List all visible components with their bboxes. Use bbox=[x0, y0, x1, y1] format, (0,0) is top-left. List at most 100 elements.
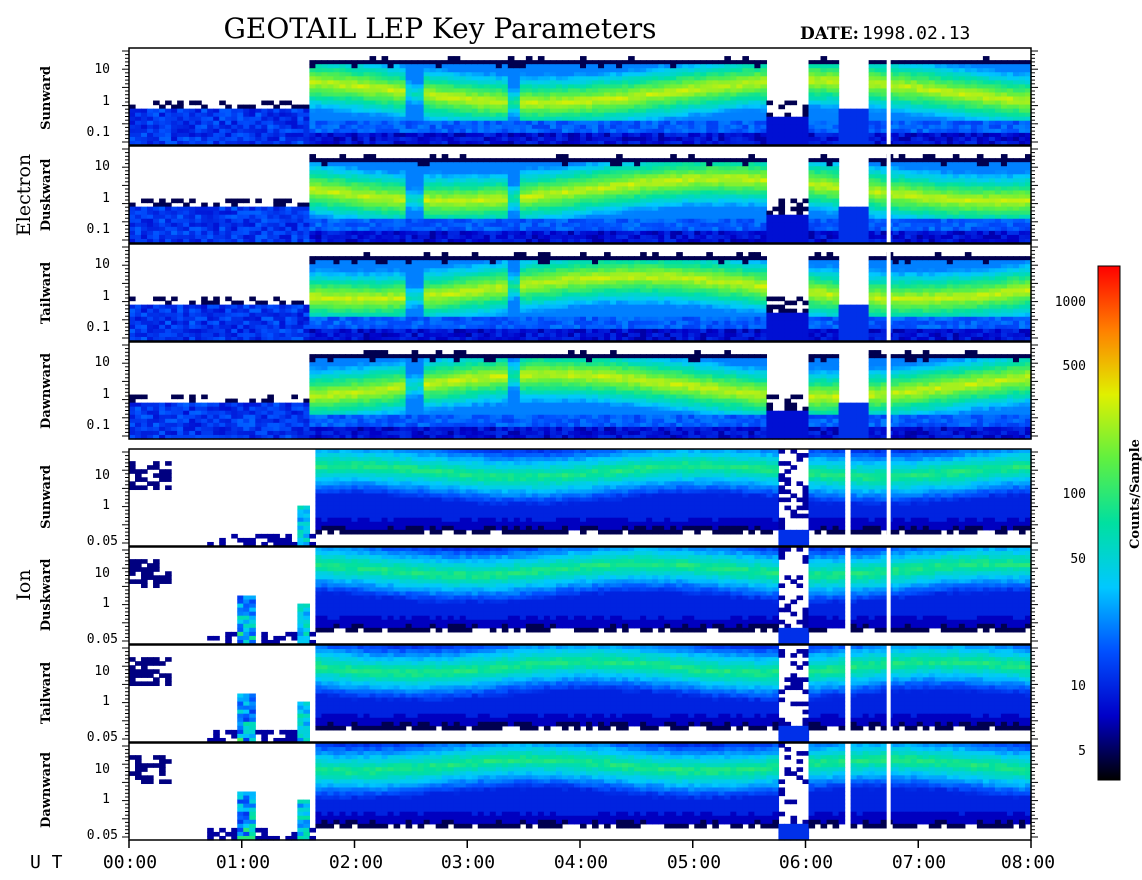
spectrogram-cell bbox=[448, 101, 455, 106]
spectrogram-cell bbox=[821, 92, 828, 97]
spectrogram-cell bbox=[821, 72, 828, 77]
spectrogram-cell bbox=[923, 60, 930, 65]
spectrogram-cell bbox=[315, 113, 322, 118]
spectrogram-cell bbox=[875, 158, 882, 163]
spectrogram-cell bbox=[502, 88, 509, 93]
spectrogram-cell bbox=[646, 219, 653, 224]
spectrogram-cell bbox=[923, 129, 930, 134]
spectrogram-cell bbox=[580, 109, 587, 114]
spectrogram-cell bbox=[424, 166, 431, 171]
spectrogram-cell bbox=[364, 129, 371, 134]
spectrogram-cell bbox=[959, 64, 966, 69]
spectrogram-cell bbox=[772, 219, 779, 224]
spectrogram-cell bbox=[201, 133, 208, 138]
spectrogram-cell bbox=[670, 166, 677, 171]
spectrogram-cell bbox=[989, 72, 996, 77]
spectrogram-cell bbox=[881, 223, 888, 228]
spectrogram-cell bbox=[1013, 137, 1020, 142]
spectrogram-cell bbox=[376, 215, 383, 220]
spectrogram-cell bbox=[592, 117, 599, 122]
spectrogram-cell bbox=[315, 158, 322, 163]
spectrogram-cell bbox=[400, 72, 407, 77]
spectrogram-cell bbox=[309, 182, 316, 187]
spectrogram-cell bbox=[742, 97, 749, 102]
group-label-electron: Electron bbox=[13, 154, 35, 236]
spectrogram-cell bbox=[646, 223, 653, 228]
spectrogram-cell bbox=[923, 64, 930, 69]
spectrogram-cell bbox=[201, 223, 208, 228]
spectrogram-cell bbox=[851, 125, 858, 130]
spectrogram-cell bbox=[568, 68, 575, 73]
spectrogram-cell bbox=[538, 125, 545, 130]
spectrogram-cell bbox=[983, 129, 990, 134]
spectrogram-cell bbox=[496, 158, 503, 163]
spectrogram-cell bbox=[736, 190, 743, 195]
spectrogram-cell bbox=[183, 203, 190, 208]
spectrogram-cell bbox=[183, 207, 190, 212]
spectrogram-cell bbox=[869, 227, 876, 232]
spectrogram-cell bbox=[526, 133, 533, 138]
spectrogram-cell bbox=[959, 113, 966, 118]
spectrogram-cell bbox=[664, 162, 671, 167]
spectrogram-cell bbox=[213, 219, 220, 224]
spectrogram-cell bbox=[424, 121, 431, 126]
spectrogram-cell bbox=[556, 105, 563, 110]
spectrogram-cell bbox=[351, 101, 358, 106]
spectrogram-cell bbox=[418, 207, 425, 212]
spectrogram-cell bbox=[935, 105, 942, 110]
spectrogram-cell bbox=[351, 182, 358, 187]
spectrogram-cell bbox=[821, 174, 828, 179]
spectrogram-cell bbox=[821, 195, 828, 200]
spectrogram-cell bbox=[351, 72, 358, 77]
spectrogram-cell bbox=[484, 199, 491, 204]
spectrogram-cell bbox=[652, 199, 659, 204]
spectrogram-cell bbox=[171, 105, 178, 110]
spectrogram-cell bbox=[893, 84, 900, 89]
spectrogram-cell bbox=[640, 174, 647, 179]
spectrogram-cell bbox=[989, 80, 996, 85]
spectrogram-cell bbox=[442, 68, 449, 73]
spectrogram-cell bbox=[418, 64, 425, 69]
spectrogram-cell bbox=[730, 72, 737, 77]
spectrogram-cell bbox=[303, 219, 310, 224]
spectrogram-cell bbox=[676, 72, 683, 77]
spectrogram-cell bbox=[616, 80, 623, 85]
spectrogram-cell bbox=[598, 182, 605, 187]
spectrogram-cell bbox=[472, 211, 479, 216]
spectrogram-cell bbox=[562, 121, 569, 126]
spectrogram-cell bbox=[490, 158, 497, 163]
spectrogram-cell bbox=[514, 219, 521, 224]
spectrogram-cell bbox=[1001, 68, 1008, 73]
spectrogram-cell bbox=[333, 88, 340, 93]
spectrogram-cell bbox=[237, 207, 244, 212]
spectrogram-cell bbox=[760, 186, 767, 191]
spectrogram-cell bbox=[472, 231, 479, 236]
spectrogram-cell bbox=[760, 113, 767, 118]
spectrogram-cell bbox=[406, 109, 413, 114]
spectrogram-cell bbox=[688, 235, 695, 240]
spectrogram-cell bbox=[742, 84, 749, 89]
spectrogram-cell bbox=[237, 129, 244, 134]
spectrogram-cell bbox=[598, 113, 605, 118]
spectrogram-cell bbox=[983, 133, 990, 138]
spectrogram-cell bbox=[315, 97, 322, 102]
spectrogram-cell bbox=[953, 129, 960, 134]
spectrogram-cell bbox=[592, 76, 599, 81]
spectrogram-cell bbox=[327, 166, 334, 171]
spectrogram-cell bbox=[682, 190, 689, 195]
spectrogram-cell bbox=[430, 182, 437, 187]
spectrogram-cell bbox=[730, 215, 737, 220]
spectrogram-cell bbox=[237, 223, 244, 228]
spectrogram-cell bbox=[754, 121, 761, 126]
spectrogram-cell bbox=[436, 92, 443, 97]
spectrogram-cell bbox=[460, 166, 467, 171]
spectrogram-cell bbox=[448, 207, 455, 212]
spectrogram-cell bbox=[502, 84, 509, 89]
spectrogram-cell bbox=[351, 60, 358, 65]
spectrogram-cell bbox=[754, 231, 761, 236]
spectrogram-cell bbox=[430, 109, 437, 114]
spectrogram-cell bbox=[207, 207, 214, 212]
spectrogram-cell bbox=[339, 182, 346, 187]
spectrogram-cell bbox=[682, 92, 689, 97]
spectrogram-cell bbox=[430, 199, 437, 204]
